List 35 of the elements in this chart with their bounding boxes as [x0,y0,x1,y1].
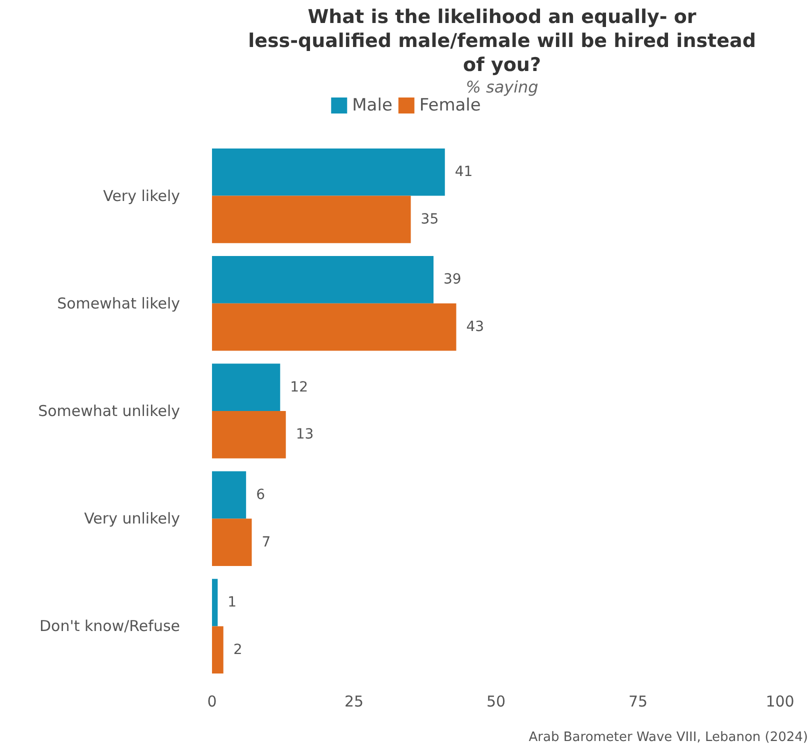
data-label: 39 [444,272,462,288]
y-tick-label: Don't know/Refuse [39,617,180,636]
y-tick-label: Very likely [103,186,180,205]
bar [212,578,218,626]
y-tick-label: Somewhat likely [57,294,180,312]
chart-subtitle: % saying [466,78,538,96]
bar [212,303,456,351]
text: Arab Barometer Wave VIII, Lebanon (2024) [528,730,808,745]
y-tick-label: Somewhat unlikely [38,402,180,420]
bar [212,256,434,304]
x-tick-label: 50 [486,692,506,710]
bar [212,471,246,519]
bar [212,411,286,458]
x-tick-label: 75 [628,692,648,710]
bar [212,148,445,196]
x-tick-label: 100 [766,692,794,710]
data-label: 7 [262,534,271,550]
data-label: 1 [228,594,237,611]
bar [212,518,252,566]
x-tick-label: 25 [344,692,364,710]
data-label: 43 [466,319,484,336]
chart-title: What is the likelihood an equally- or less-qualified male/female will be hired instead of you? [248,6,756,76]
bar [212,626,224,674]
data-label: 41 [454,164,473,180]
data-label: 13 [296,426,314,443]
data-label: 6 [256,486,266,503]
y-tick-label: Very unlikely [84,510,180,528]
data-label: 35 [420,211,439,228]
legend-label: Male [352,96,392,116]
legend-label: Female [419,96,481,116]
data-label: 12 [290,379,308,396]
x-tick-label: 0 [207,692,217,710]
bar [212,196,411,244]
bar [212,364,280,411]
data-label: 2 [233,642,242,658]
